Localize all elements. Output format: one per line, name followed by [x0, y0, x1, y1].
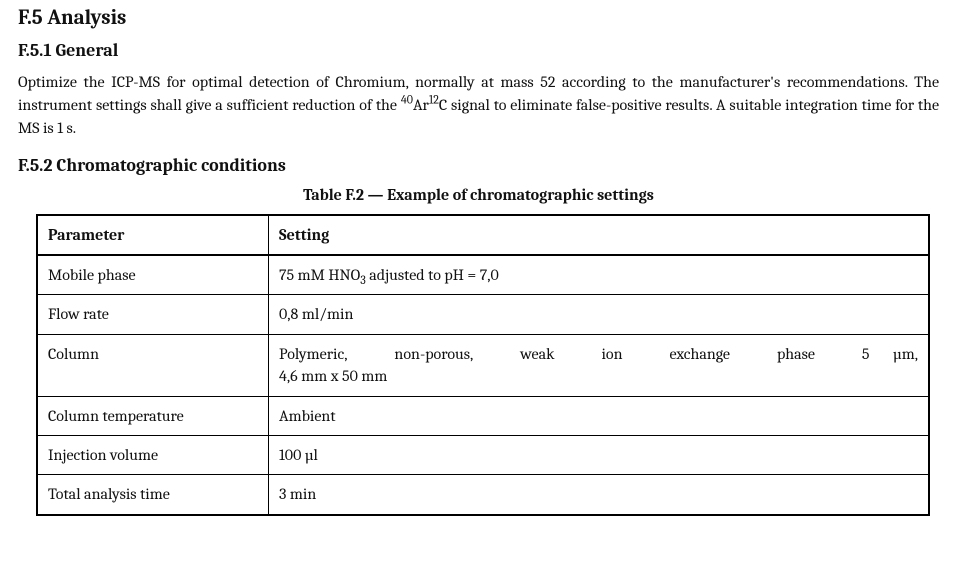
table-caption: Table F.2 — Example of chromatographic s… [18, 186, 939, 204]
table-row: Total analysis time 3 min [37, 475, 929, 515]
cell-text: 75 mM HNO [279, 266, 360, 284]
cell-setting: 75 mM HNO3 adjusted to pH = 7,0 [269, 255, 930, 295]
cell-param: Total analysis time [37, 475, 269, 515]
cell-setting: 0,8 ml/min [269, 295, 930, 334]
cell-param: Injection volume [37, 435, 269, 474]
subsection-heading-f52: F.5.2 Chromatographic conditions [18, 155, 939, 176]
table-row: Injection volume 100 µl [37, 435, 929, 474]
cell-setting: 100 µl [269, 435, 930, 474]
cell-param: Flow rate [37, 295, 269, 334]
cell-setting: Polymeric, non-porous, weak ion exchange… [269, 334, 930, 396]
table-row: Flow rate 0,8 ml/min [37, 295, 929, 334]
table-chromatographic-settings: Parameter Setting Mobile phase 75 mM HNO… [36, 214, 930, 516]
paragraph-f51: Optimize the ICP-MS for optimal detectio… [18, 71, 939, 141]
table-row: Column temperature Ambient [37, 396, 929, 435]
cell-text-tail: adjusted to pH = 7,0 [366, 266, 499, 284]
cell-param: Column temperature [37, 396, 269, 435]
cell-setting: Ambient [269, 396, 930, 435]
table-header-row: Parameter Setting [37, 215, 929, 255]
cell-param: Mobile phase [37, 255, 269, 295]
cell-text-line1: Polymeric, non-porous, weak ion exchange… [279, 343, 918, 365]
cell-text-line2: 4,6 mm x 50 mm [279, 367, 387, 385]
subsection-heading-f51: F.5.1 General [18, 40, 939, 61]
section-heading-f5: F.5 Analysis [18, 6, 939, 30]
isotope-sup-12: 12 [429, 93, 439, 107]
table-row: Mobile phase 75 mM HNO3 adjusted to pH =… [37, 255, 929, 295]
table-row: Column Polymeric, non-porous, weak ion e… [37, 334, 929, 396]
element-ar: Ar [413, 96, 429, 114]
col-setting: Setting [269, 215, 930, 255]
cell-setting: 3 min [269, 475, 930, 515]
col-parameter: Parameter [37, 215, 269, 255]
isotope-sup-40: 40 [401, 93, 413, 107]
cell-param: Column [37, 334, 269, 396]
